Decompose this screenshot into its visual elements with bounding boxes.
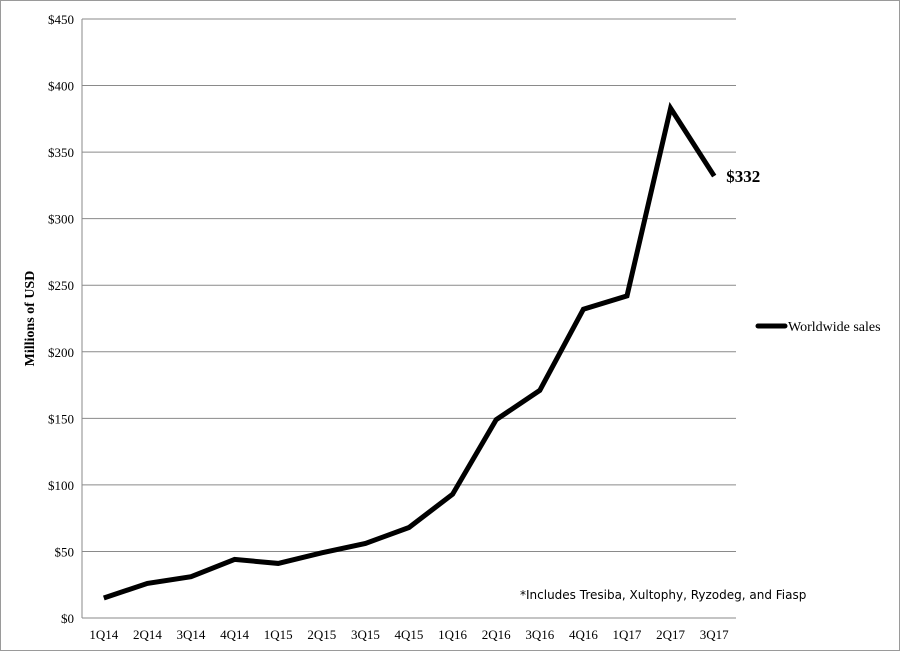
- x-axis-tick-labels: 1Q14 2Q14 3Q14 4Q14 1Q15 2Q15 3Q15 4Q15 1Q16 2Q16…: [89, 627, 729, 642]
- y-tick-label: $150: [48, 411, 74, 426]
- x-tick-label: 3Q15: [351, 627, 380, 642]
- y-tick-label: $450: [48, 12, 74, 27]
- x-tick-label: 3Q16: [525, 627, 554, 642]
- x-tick-label: 2Q17: [656, 627, 685, 642]
- x-tick-label: 2Q14: [133, 627, 162, 642]
- gridlines: [82, 18, 736, 552]
- legend: Worldwide sales: [755, 320, 881, 335]
- footnote: *Includes Tresiba, Xultophy, Ryzodeg, an…: [520, 588, 806, 602]
- x-tick-label: 4Q15: [395, 627, 424, 642]
- y-tick-label: $250: [48, 278, 74, 293]
- y-axis-tick-labels: $0 $50 $100 $150 $200 $250 $300 $350 $400 $450: [48, 12, 74, 626]
- y-tick-label: $50: [55, 544, 75, 559]
- y-axis-label: Millions of USD: [23, 271, 38, 367]
- x-tick-label: 1Q16: [438, 627, 467, 642]
- x-tick-label: 2Q15: [307, 627, 336, 642]
- y-tick-label: $0: [61, 611, 74, 626]
- x-tick-label: 1Q15: [264, 627, 293, 642]
- x-tick-label: 4Q14: [220, 627, 249, 642]
- x-tick-label: 3Q17: [700, 627, 729, 642]
- end-value-label: $332: [726, 167, 760, 186]
- series-line-worldwide-sales: [103, 101, 717, 601]
- y-tick-label: $400: [48, 79, 74, 94]
- x-tick-label: 1Q14: [89, 627, 118, 642]
- y-tick-label: $200: [48, 345, 74, 360]
- x-tick-label: 3Q14: [177, 627, 206, 642]
- legend-label: Worldwide sales: [788, 320, 881, 335]
- x-tick-label: 4Q16: [569, 627, 598, 642]
- series-group: [103, 101, 717, 601]
- x-tick-label: 1Q17: [613, 627, 642, 642]
- y-tick-label: $300: [48, 212, 74, 227]
- y-tick-label: $100: [48, 478, 74, 493]
- y-tick-label: $350: [48, 145, 74, 160]
- x-tick-label: 2Q16: [482, 627, 511, 642]
